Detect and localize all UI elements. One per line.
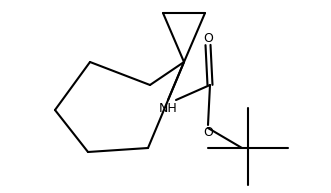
Text: O: O (203, 125, 213, 139)
Text: O: O (203, 31, 213, 45)
Text: NH: NH (159, 102, 177, 114)
